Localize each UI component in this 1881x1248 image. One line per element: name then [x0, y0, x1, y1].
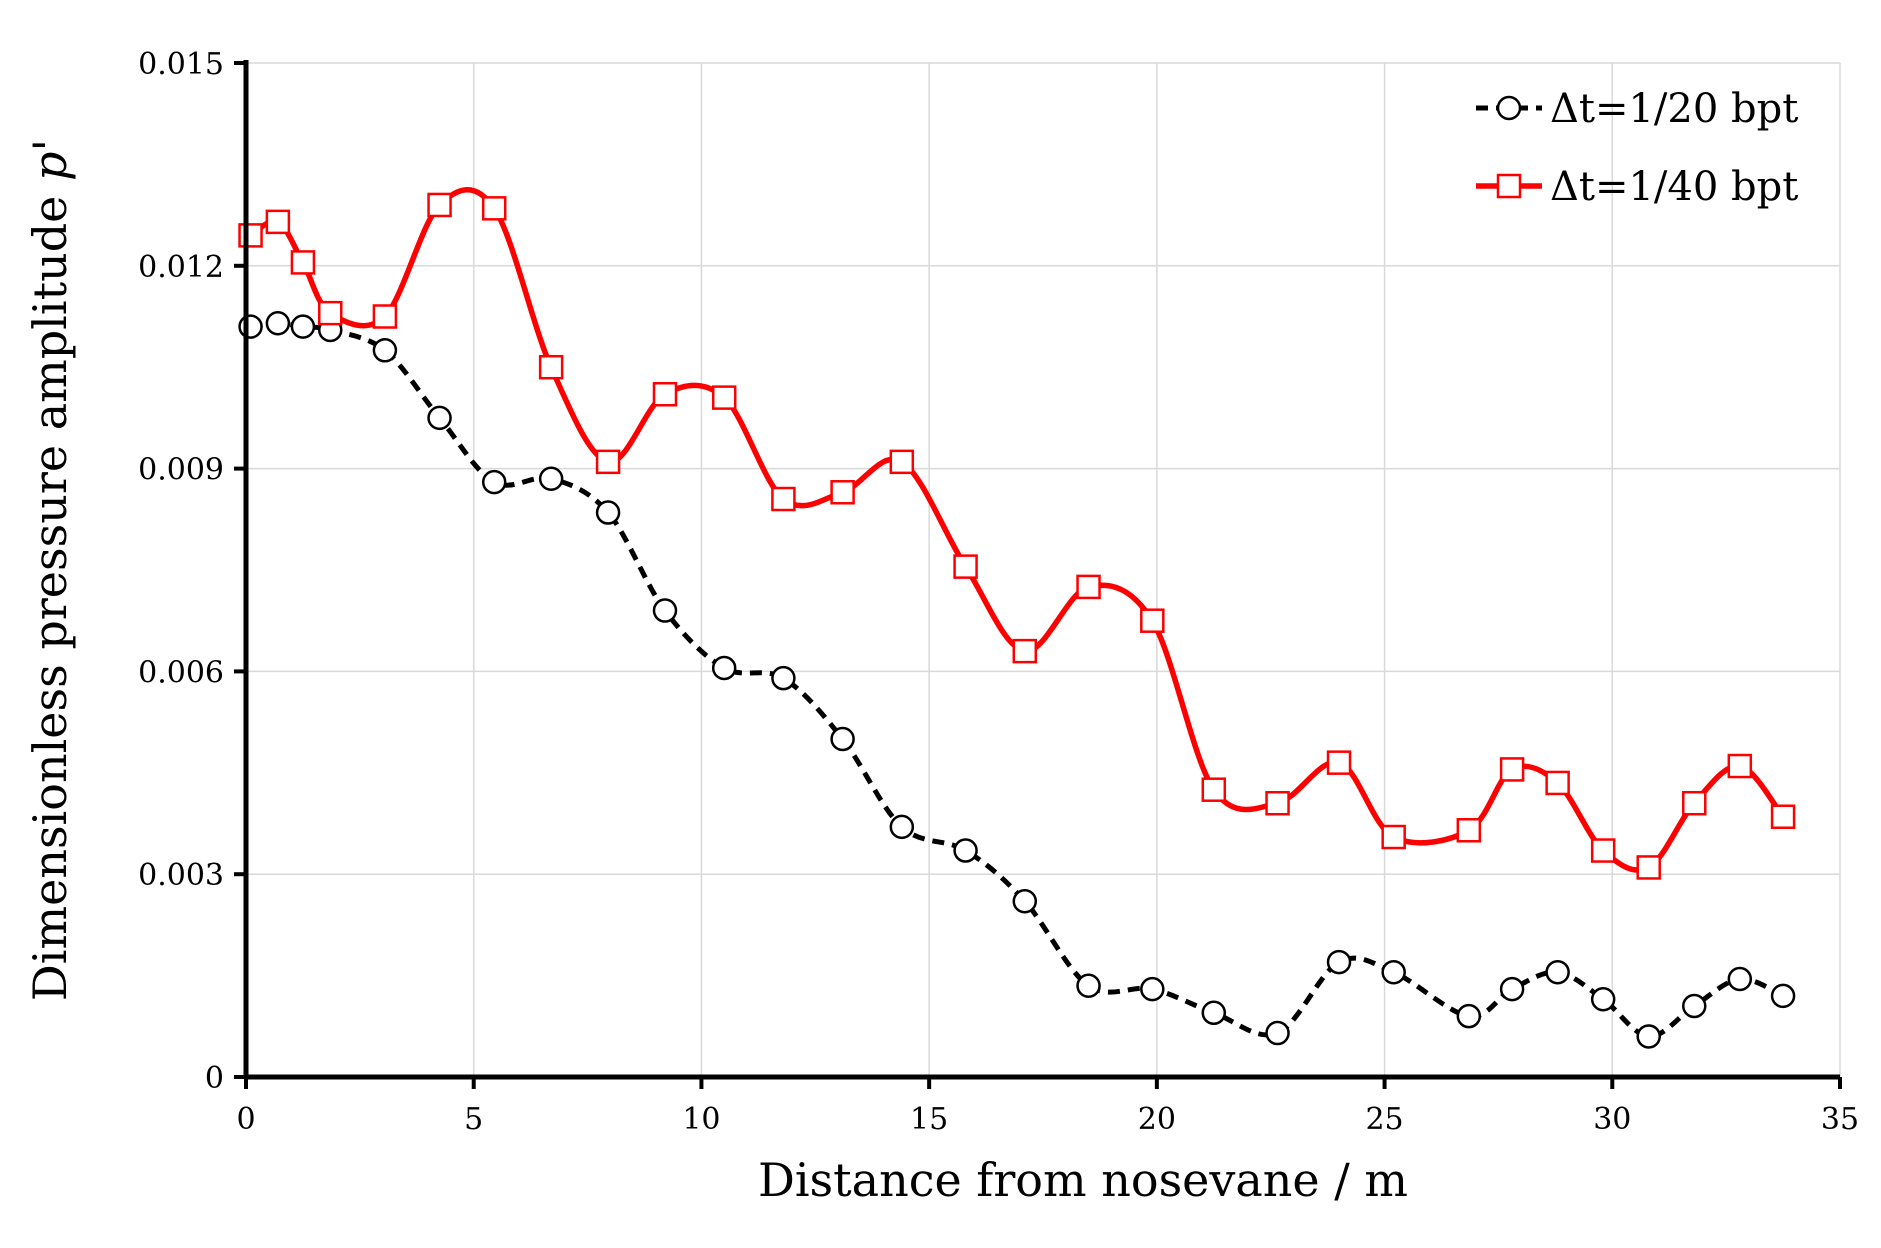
x-tick-label: 35 [1821, 1102, 1859, 1137]
data-point-circle [1326, 949, 1352, 975]
data-point-circle [1201, 1000, 1227, 1026]
x-tick-label: 25 [1365, 1102, 1403, 1137]
x-axis-title: Distance from nosevane / m [758, 1153, 1408, 1207]
data-point-square [1076, 574, 1101, 600]
series-line-2 [249, 187, 1786, 873]
y-axis-title-text: Dimensionless pressure amplitude [23, 181, 77, 1001]
data-point-square [372, 304, 398, 329]
data-point-circle [652, 598, 678, 623]
data-point-square [1326, 750, 1352, 775]
y-tick-label: 0.003 [138, 858, 224, 893]
legend-item-1: Δt=1/20 bpt [1476, 86, 1798, 132]
data-point-square [830, 480, 855, 505]
data-point-square [427, 192, 452, 218]
data-point-circle [1076, 973, 1101, 998]
data-point-square [1636, 855, 1661, 880]
data-point-circle [1590, 987, 1616, 1012]
data-point-circle [1636, 1024, 1661, 1049]
data-point-square [481, 196, 507, 221]
x-tick-label: 10 [682, 1102, 720, 1137]
y-tick-label: 0.009 [138, 453, 224, 488]
axes [243, 60, 1840, 1080]
data-point-square [538, 354, 564, 380]
series-2 [238, 187, 1796, 880]
data-point-circle [1140, 976, 1165, 1002]
data-point-square [1545, 770, 1570, 796]
data-point-square [290, 250, 316, 275]
data-point-square [318, 300, 343, 326]
data-point-square [1201, 777, 1227, 802]
data-point-square [1682, 790, 1707, 816]
legend-label: Δt=1/20 bpt [1550, 86, 1798, 132]
x-tick-label: 15 [910, 1102, 948, 1137]
y-tick-label: 0.012 [138, 250, 224, 285]
tick-layer: 0 5 10 15 20 25 30 35 0 0.003 0.006 0.009 0.012 0.015 [138, 47, 1859, 1137]
series-line-1 [250, 320, 1785, 1039]
data-point-square [1590, 838, 1616, 863]
legend-marker-circle [1496, 95, 1522, 121]
y-tick-label: 0.006 [138, 655, 224, 690]
data-point-circle [1456, 1003, 1482, 1029]
data-point-square [1140, 608, 1165, 633]
legend-label: Δt=1/40 bpt [1550, 164, 1798, 210]
data-point-circle [1265, 1020, 1290, 1046]
data-point-circle [372, 338, 398, 363]
data-point-square [265, 209, 291, 235]
data-point-circle [889, 814, 915, 840]
grid-lines [246, 62, 1841, 1077]
y-axis-title: Dimensionless pressure amplitude p' [23, 139, 77, 1001]
data-point-square [771, 486, 796, 512]
data-point-square [1727, 753, 1753, 779]
data-point-circle [711, 655, 737, 681]
data-point-circle [771, 665, 796, 691]
data-point-square [1012, 638, 1038, 664]
y-tick-label: 0 [205, 1061, 224, 1096]
y-axis-title-symbol: p' [23, 139, 77, 181]
series-layer [238, 187, 1796, 1049]
x-tick-label: 0 [236, 1102, 255, 1137]
data-point-square [652, 381, 678, 407]
data-point-circle [1012, 888, 1038, 914]
x-tick-label: 30 [1593, 1102, 1631, 1137]
data-point-square [1265, 790, 1290, 816]
y-tick-label: 0.015 [138, 47, 224, 82]
data-point-circle [595, 500, 621, 525]
data-point-circle [290, 314, 316, 339]
data-point-square [1770, 804, 1796, 829]
data-point-circle [481, 469, 507, 495]
data-point-circle [1727, 966, 1753, 992]
legend-item-2: Δt=1/40 bpt [1476, 164, 1798, 210]
data-point-square [1381, 824, 1406, 850]
x-tick-label: 5 [464, 1102, 483, 1137]
legend: Δt=1/20 bpt Δt=1/40 bpt [1476, 86, 1798, 210]
data-point-circle [953, 838, 978, 863]
data-point-square [889, 449, 915, 475]
data-point-circle [1499, 976, 1525, 1002]
data-point-square [1499, 757, 1525, 782]
series-1 [238, 311, 1796, 1049]
data-point-circle [1545, 959, 1570, 985]
data-point-circle [538, 466, 564, 491]
data-point-circle [1770, 983, 1796, 1009]
data-point-circle [1682, 993, 1707, 1019]
data-point-circle [427, 405, 452, 431]
data-point-square [595, 449, 621, 475]
data-point-circle [238, 314, 263, 339]
x-tick-label: 20 [1138, 1102, 1176, 1137]
data-point-square [711, 385, 737, 410]
legend-marker-square [1496, 173, 1522, 199]
data-point-circle [265, 311, 291, 336]
data-point-square [1456, 818, 1482, 843]
data-point-square [238, 223, 263, 248]
data-point-square [953, 554, 978, 579]
data-point-circle [830, 726, 855, 752]
data-point-circle [1381, 959, 1406, 985]
